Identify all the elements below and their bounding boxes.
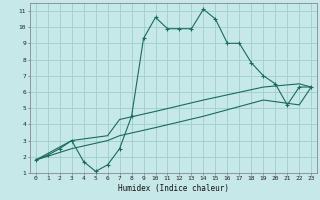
X-axis label: Humidex (Indice chaleur): Humidex (Indice chaleur) xyxy=(118,184,229,193)
